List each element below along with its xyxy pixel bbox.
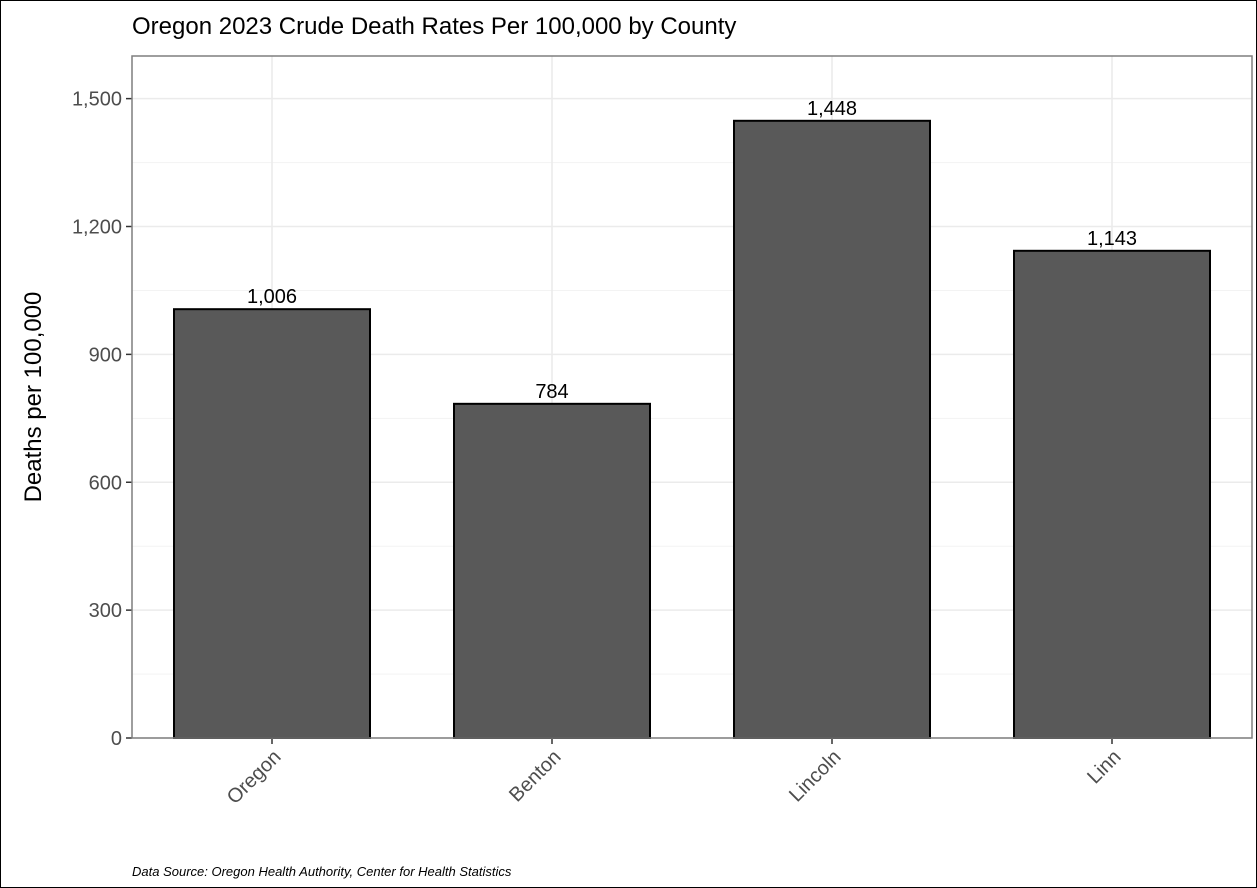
y-tick-label: 600 [89,472,122,494]
y-tick-label: 300 [89,600,122,622]
bar-benton [453,402,651,739]
data-label: 1,006 [247,286,297,308]
x-tick-label: Lincoln [785,746,845,806]
plot-panel-border [131,55,1253,739]
y-tick-label: 0 [111,728,122,750]
y-tick-label: 1,500 [72,89,122,111]
x-tick-label: Oregon [223,746,286,809]
bar-lincoln [733,119,931,740]
data-label: 784 [535,381,568,403]
data-source-caption: Data Source: Oregon Health Authority, Ce… [132,864,512,879]
chart-title: Oregon 2023 Crude Death Rates Per 100,00… [132,13,737,40]
x-tick-label: Benton [505,746,565,806]
bar-linn [1013,249,1211,739]
y-tick-label: 900 [89,344,122,366]
data-label: 1,143 [1087,228,1137,250]
y-tick-label: 1,200 [72,217,122,239]
data-label: 1,448 [807,98,857,120]
x-tick-label: Linn [1083,746,1125,788]
bar-oregon [173,308,371,739]
